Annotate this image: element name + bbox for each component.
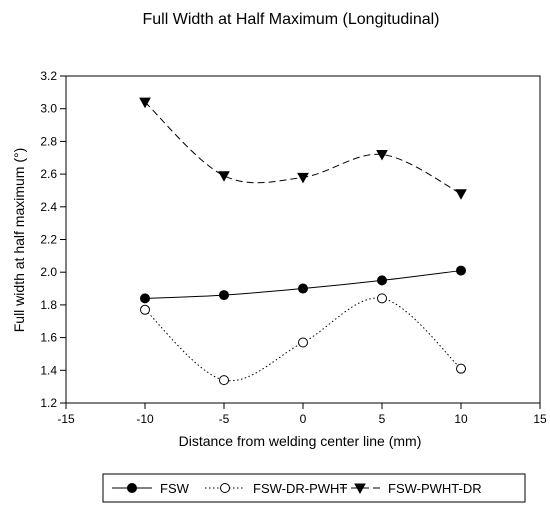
legend-box (102, 473, 526, 503)
y-tick-label: 1.6 (40, 331, 57, 345)
series-layer (139, 97, 467, 386)
y-tick-label: 2.2 (40, 233, 57, 247)
chart-title: Full Width at Half Maximum (Longitudinal… (143, 11, 440, 28)
legend-marker (220, 483, 230, 493)
y-tick-label: 2.6 (40, 167, 57, 181)
data-point (377, 275, 387, 286)
y-tick-label: 2.8 (40, 134, 57, 148)
plot-frame (65, 75, 541, 404)
data-point (298, 337, 308, 348)
data-point (140, 304, 150, 315)
series-2 (140, 293, 466, 386)
data-point (219, 375, 229, 386)
data-point (219, 290, 229, 301)
y-tick-label: 1.2 (40, 396, 57, 410)
series-1 (140, 265, 466, 304)
data-point (139, 97, 151, 109)
legend-label: FSW (160, 481, 190, 496)
y-tick-label: 3.2 (40, 69, 57, 83)
legend-marker (127, 483, 137, 493)
y-tick-label: 2.0 (40, 265, 57, 279)
data-point (456, 265, 466, 276)
data-point (455, 189, 467, 200)
x-tick-label: 10 (454, 412, 468, 426)
y-tick-label: 2.4 (40, 200, 57, 214)
data-point (376, 149, 388, 161)
data-point (297, 172, 309, 184)
y-tick-label: 3.0 (40, 102, 57, 116)
data-point (298, 283, 308, 294)
y-tick-label: 1.8 (40, 298, 57, 312)
y-axis: 1.2 1.4 1.6 1.8 2.0 2.2 2.4 2.6 2.8 3.0 3.2 (40, 69, 66, 410)
x-tick-label: 15 (533, 412, 547, 426)
legend-label: FSW-DR-PWHT (253, 481, 347, 496)
x-tick-label: -15 (57, 412, 75, 426)
x-tick-label: 0 (300, 412, 307, 426)
series-3 (139, 97, 467, 200)
data-point (218, 171, 230, 182)
legend: FSW FSW-DR-PWHT FSW-PWHT-DR (102, 473, 526, 503)
x-axis: -15 -10 -5 0 5 10 15 (57, 403, 547, 426)
legend-label: FSW-PWHT-DR (388, 481, 482, 496)
x-tick-label: -5 (219, 412, 230, 426)
legend-marker (354, 483, 366, 495)
y-axis-label: Full width at half maximum (°) (11, 148, 27, 333)
y-tick-label: 1.4 (40, 363, 57, 377)
data-point (140, 293, 150, 304)
data-point (456, 363, 466, 374)
x-tick-label: -10 (136, 412, 154, 426)
data-point (377, 293, 387, 304)
x-tick-label: 5 (379, 412, 386, 426)
x-axis-label: Distance from welding center line (mm) (179, 433, 422, 449)
